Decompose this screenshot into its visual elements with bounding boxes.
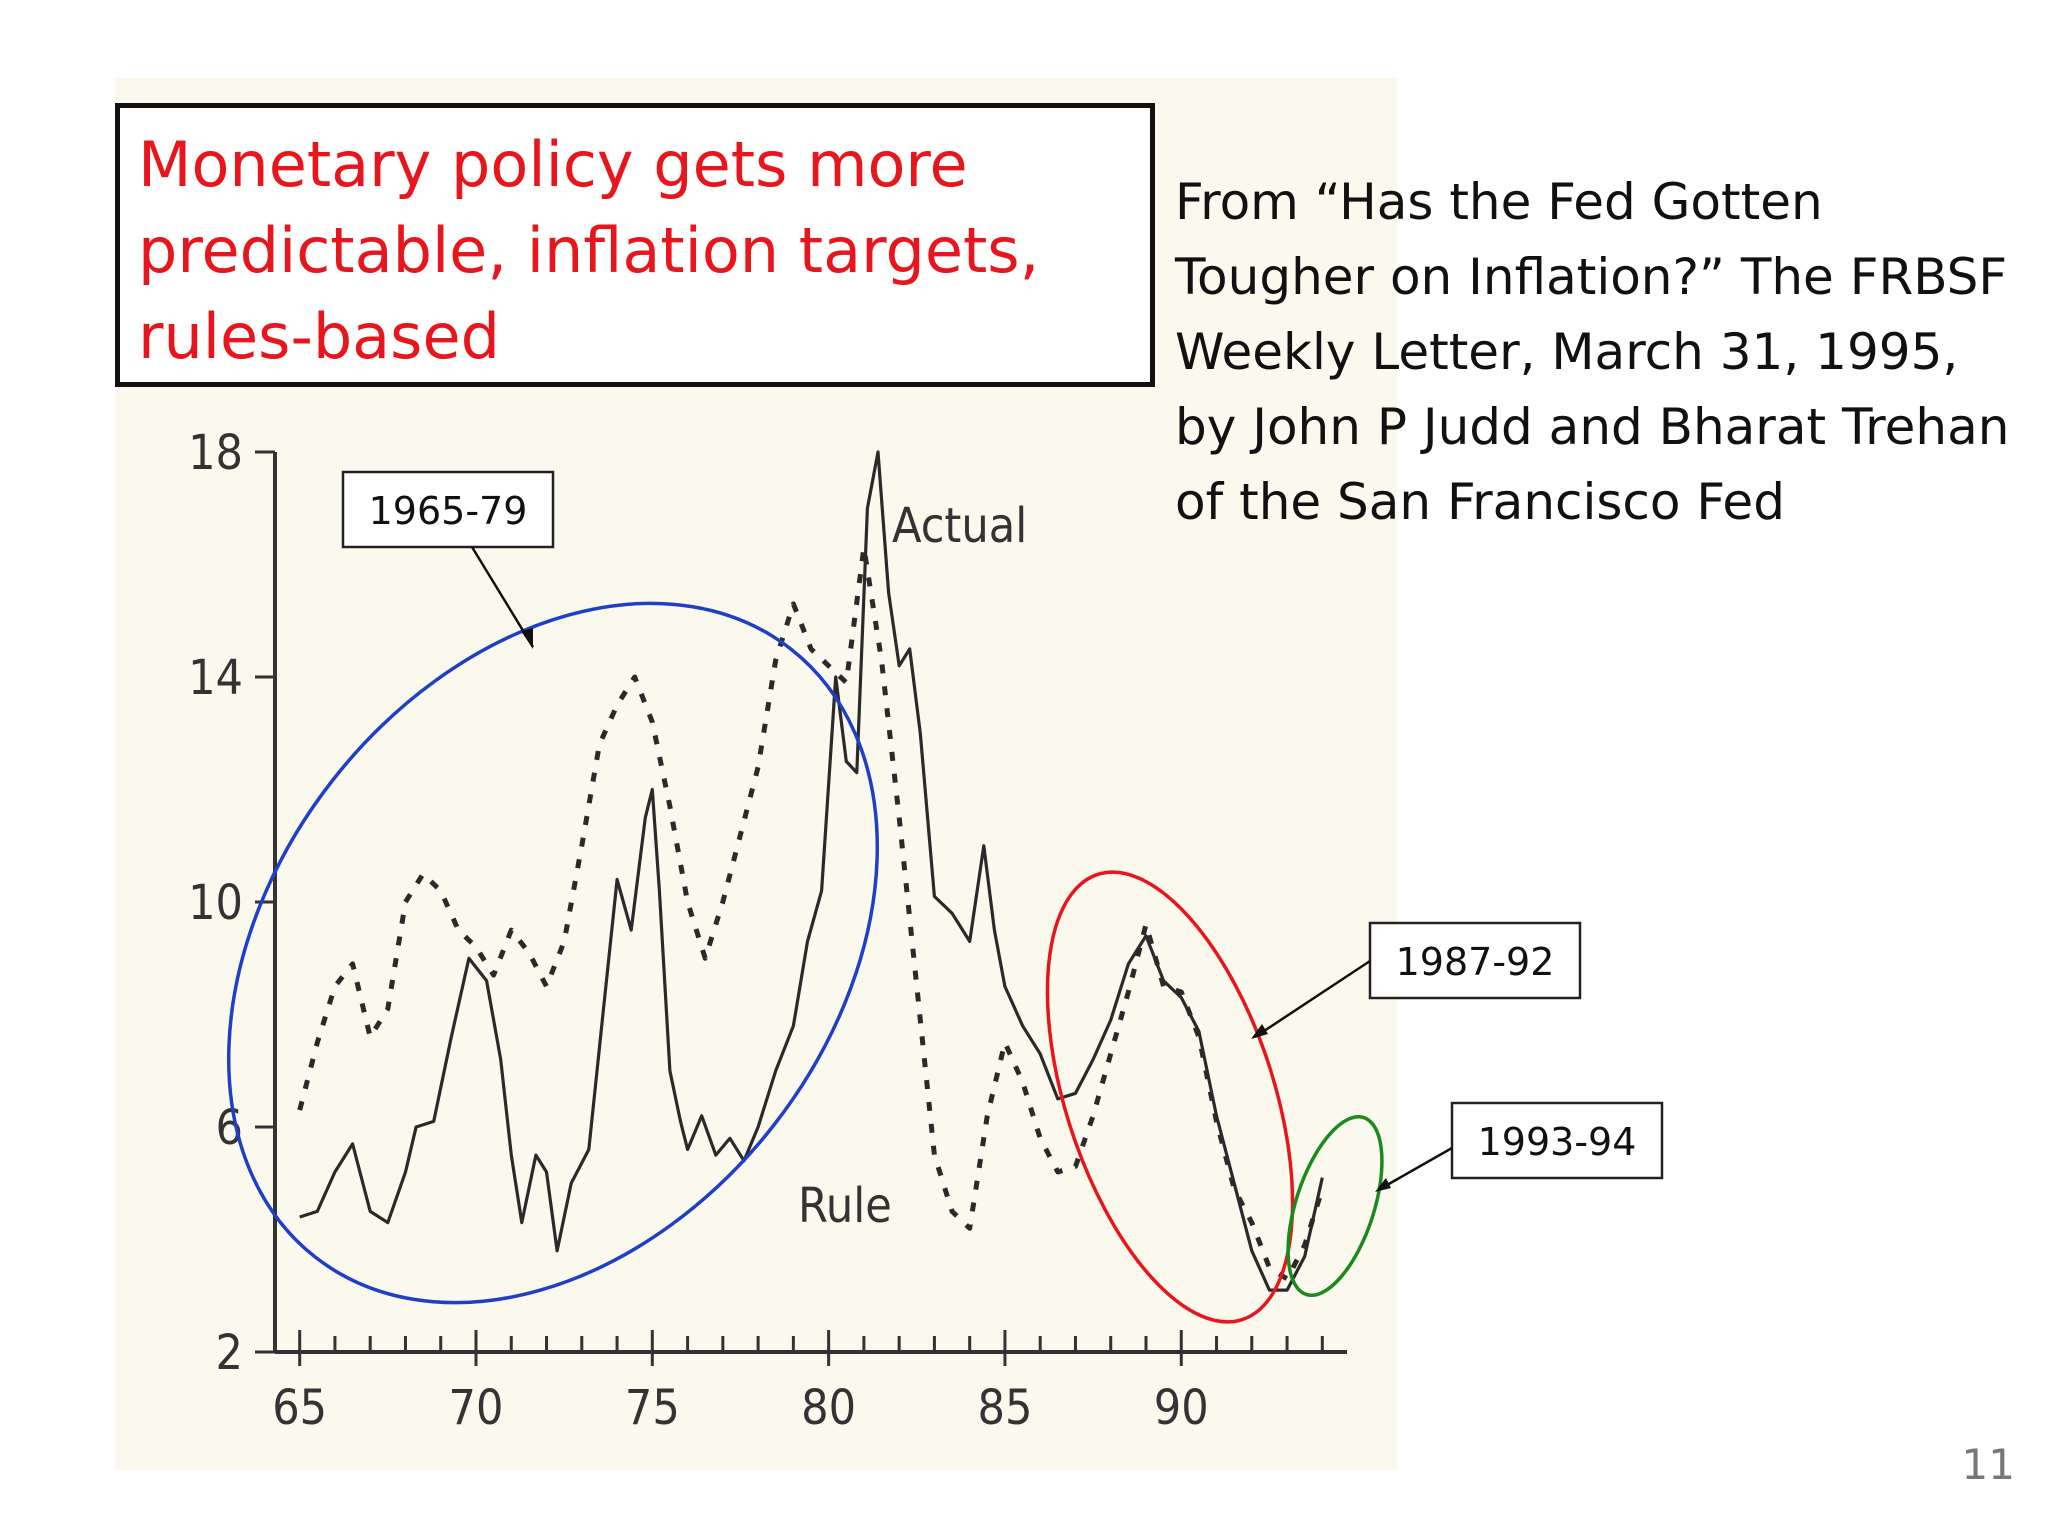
title-box: Monetary policy gets more predictable, i… <box>115 103 1155 387</box>
y-tick-label: 14 <box>188 650 243 706</box>
callout-label-1993-94: 1993-94 <box>1478 1120 1637 1164</box>
source-citation: From “Has the Fed Gotten Tougher on Infl… <box>1175 173 2010 531</box>
series-layer <box>297 450 1325 1292</box>
y-ticks: 2 6 10 14 18 <box>188 425 275 1381</box>
callout-box-1965-79 <box>341 470 555 549</box>
slide-title: Monetary policy gets more predictable, i… <box>138 128 1040 373</box>
arrowhead-1993-94 <box>1375 1178 1391 1192</box>
callout-box-1993-94 <box>1450 1101 1664 1180</box>
series-label-rule: Rule <box>798 1178 892 1234</box>
x-tick-label: 85 <box>977 1380 1032 1436</box>
callout-arrow-1987-92 <box>1254 959 1371 1039</box>
x-tick-label: 80 <box>801 1380 856 1436</box>
callout-1987-92: 1987-92 <box>1251 921 1582 1039</box>
x-tick-label: 70 <box>449 1380 504 1436</box>
callout-box-1987-92 <box>1368 921 1582 1000</box>
callout-1965-79: 1965-79 <box>341 470 555 649</box>
callout-arrow-1965-79 <box>470 546 535 648</box>
y-tick-label: 10 <box>188 875 243 931</box>
ellipse-1965-79 <box>226 601 880 1305</box>
x-ticks: 65 70 75 80 85 90 <box>272 1330 1324 1436</box>
x-tick-label: 75 <box>625 1380 680 1436</box>
callout-arrow-1993-94 <box>1379 1146 1453 1191</box>
series-line-actual <box>299 450 1324 1292</box>
y-tick-label: 6 <box>216 1100 243 1156</box>
y-tick-label: 2 <box>216 1325 243 1381</box>
arrowhead-1965-79 <box>521 628 533 649</box>
x-tick-label: 65 <box>272 1380 327 1436</box>
page-number: 11 <box>1961 1440 2015 1489</box>
series-line-rule <box>297 545 1325 1282</box>
series-label-actual: Actual <box>892 498 1027 554</box>
callout-label-1987-92: 1987-92 <box>1396 940 1555 984</box>
ellipse-1987-92 <box>1045 870 1295 1324</box>
arrowhead-1987-92 <box>1251 1024 1268 1039</box>
callout-label-1965-79: 1965-79 <box>369 489 528 533</box>
y-tick-label: 18 <box>188 425 243 481</box>
callout-1993-94: 1993-94 <box>1375 1101 1664 1192</box>
ellipse-1993-94 <box>1286 1114 1384 1298</box>
x-tick-label: 90 <box>1154 1380 1209 1436</box>
